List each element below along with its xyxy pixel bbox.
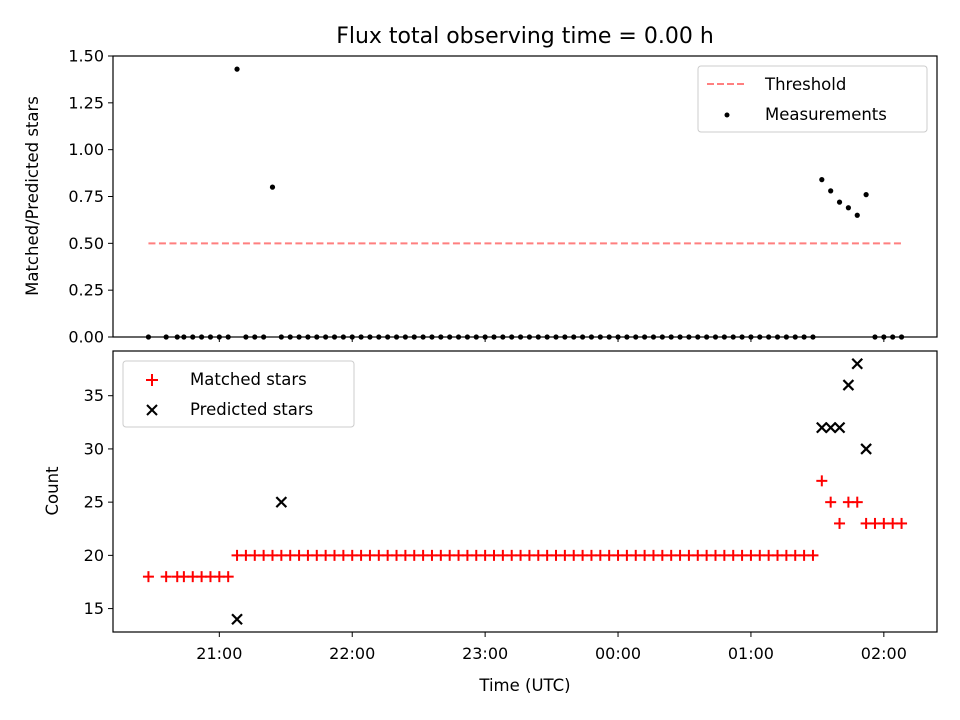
bottom-legend-frame bbox=[122, 360, 355, 428]
matched-star-point bbox=[142, 571, 154, 583]
measurement-point bbox=[836, 199, 843, 205]
x-tick-label: 23:00 bbox=[462, 644, 508, 663]
bottom-plot-area bbox=[142, 357, 908, 626]
legend-matched-label: Matched stars bbox=[190, 370, 307, 389]
top-y-tick-label: 1.00 bbox=[68, 140, 104, 159]
bottom-y-tick-label: 20 bbox=[84, 546, 104, 565]
bottom-legend: Matched stars Predicted stars bbox=[122, 360, 355, 428]
top-legend-frame bbox=[697, 65, 928, 133]
top-y-axis: 0.00 0.25 0.50 0.75 1.00 1.25 1.50 bbox=[68, 47, 113, 347]
top-legend: Threshold Measurements bbox=[697, 65, 928, 133]
top-y-tick-label: 0.25 bbox=[68, 281, 104, 300]
x-tick-label: 21:00 bbox=[196, 644, 242, 663]
matched-star-point bbox=[825, 496, 837, 508]
measurement-point bbox=[863, 192, 869, 198]
matched-star-point bbox=[816, 475, 828, 487]
matched-star-point bbox=[896, 517, 908, 529]
legend-measurements-swatch bbox=[724, 112, 730, 118]
measurement-point bbox=[234, 66, 240, 72]
predicted-star-point bbox=[816, 421, 828, 434]
top-y-tick-label: 1.50 bbox=[68, 47, 104, 66]
top-y-tick-label: 1.25 bbox=[68, 93, 104, 112]
x-tick-label: 02:00 bbox=[861, 644, 907, 663]
legend-measurements-label: Measurements bbox=[765, 105, 887, 124]
predicted-star-point bbox=[851, 357, 864, 370]
bottom-y-tick-label: 15 bbox=[84, 599, 104, 618]
matched-star-point bbox=[834, 517, 846, 529]
bottom-y-tick-label: 30 bbox=[84, 439, 104, 458]
predicted-star-point bbox=[824, 421, 837, 434]
top-y-tick-label: 0.00 bbox=[68, 328, 104, 347]
bottom-x-axis: 21:00 22:00 23:00 00:00 01:00 02:00 bbox=[196, 632, 907, 663]
bottom-y-axis: 15 20 25 30 35 bbox=[84, 386, 113, 618]
predicted-star-point bbox=[231, 613, 243, 626]
top-y-tick-label: 0.50 bbox=[68, 234, 104, 253]
matched-star-point bbox=[222, 571, 234, 583]
measurement-point bbox=[269, 184, 276, 190]
bottom-axes-frame bbox=[112, 350, 938, 633]
predicted-star-point bbox=[860, 443, 872, 455]
legend-predicted-label: Predicted stars bbox=[190, 400, 313, 419]
measurement-point bbox=[854, 212, 860, 218]
top-panel: 0.00 0.25 0.50 0.75 1.00 1.25 1.50 Matched/Pre… bbox=[23, 47, 938, 347]
legend-matched-swatch bbox=[146, 374, 158, 386]
top-x-axis bbox=[218, 337, 885, 342]
bottom-y-tick-label: 35 bbox=[84, 386, 104, 405]
predicted-star-point bbox=[275, 496, 288, 508]
predicted-star-point bbox=[833, 421, 846, 434]
predicted-star-point bbox=[842, 379, 855, 391]
x-tick-label: 22:00 bbox=[329, 644, 375, 663]
matched-star-point bbox=[807, 549, 819, 561]
top-y-axis-label: Matched/Predicted stars bbox=[23, 96, 42, 296]
measurement-point bbox=[845, 205, 851, 211]
bottom-y-axis-label: Count bbox=[43, 466, 62, 516]
bottom-panel: 15 20 25 30 35 21:00 22:00 23:00 00:00 01:00 02:0… bbox=[43, 350, 938, 695]
x-tick-label: 01:00 bbox=[728, 644, 774, 663]
top-y-tick-label: 0.75 bbox=[68, 187, 104, 206]
bottom-y-tick-label: 25 bbox=[84, 493, 104, 512]
legend-predicted-swatch bbox=[146, 404, 158, 416]
matched-star-point bbox=[851, 496, 863, 508]
top-plot-area bbox=[145, 66, 905, 340]
measurement-point bbox=[828, 188, 834, 194]
chart-title: Flux total observing time = 0.00 h bbox=[336, 24, 714, 49]
measurement-point bbox=[819, 177, 825, 183]
x-tick-label: 00:00 bbox=[595, 644, 641, 663]
matched-star-point bbox=[160, 571, 172, 583]
x-axis-label: Time (UTC) bbox=[478, 676, 570, 695]
legend-threshold-label: Threshold bbox=[764, 75, 846, 94]
